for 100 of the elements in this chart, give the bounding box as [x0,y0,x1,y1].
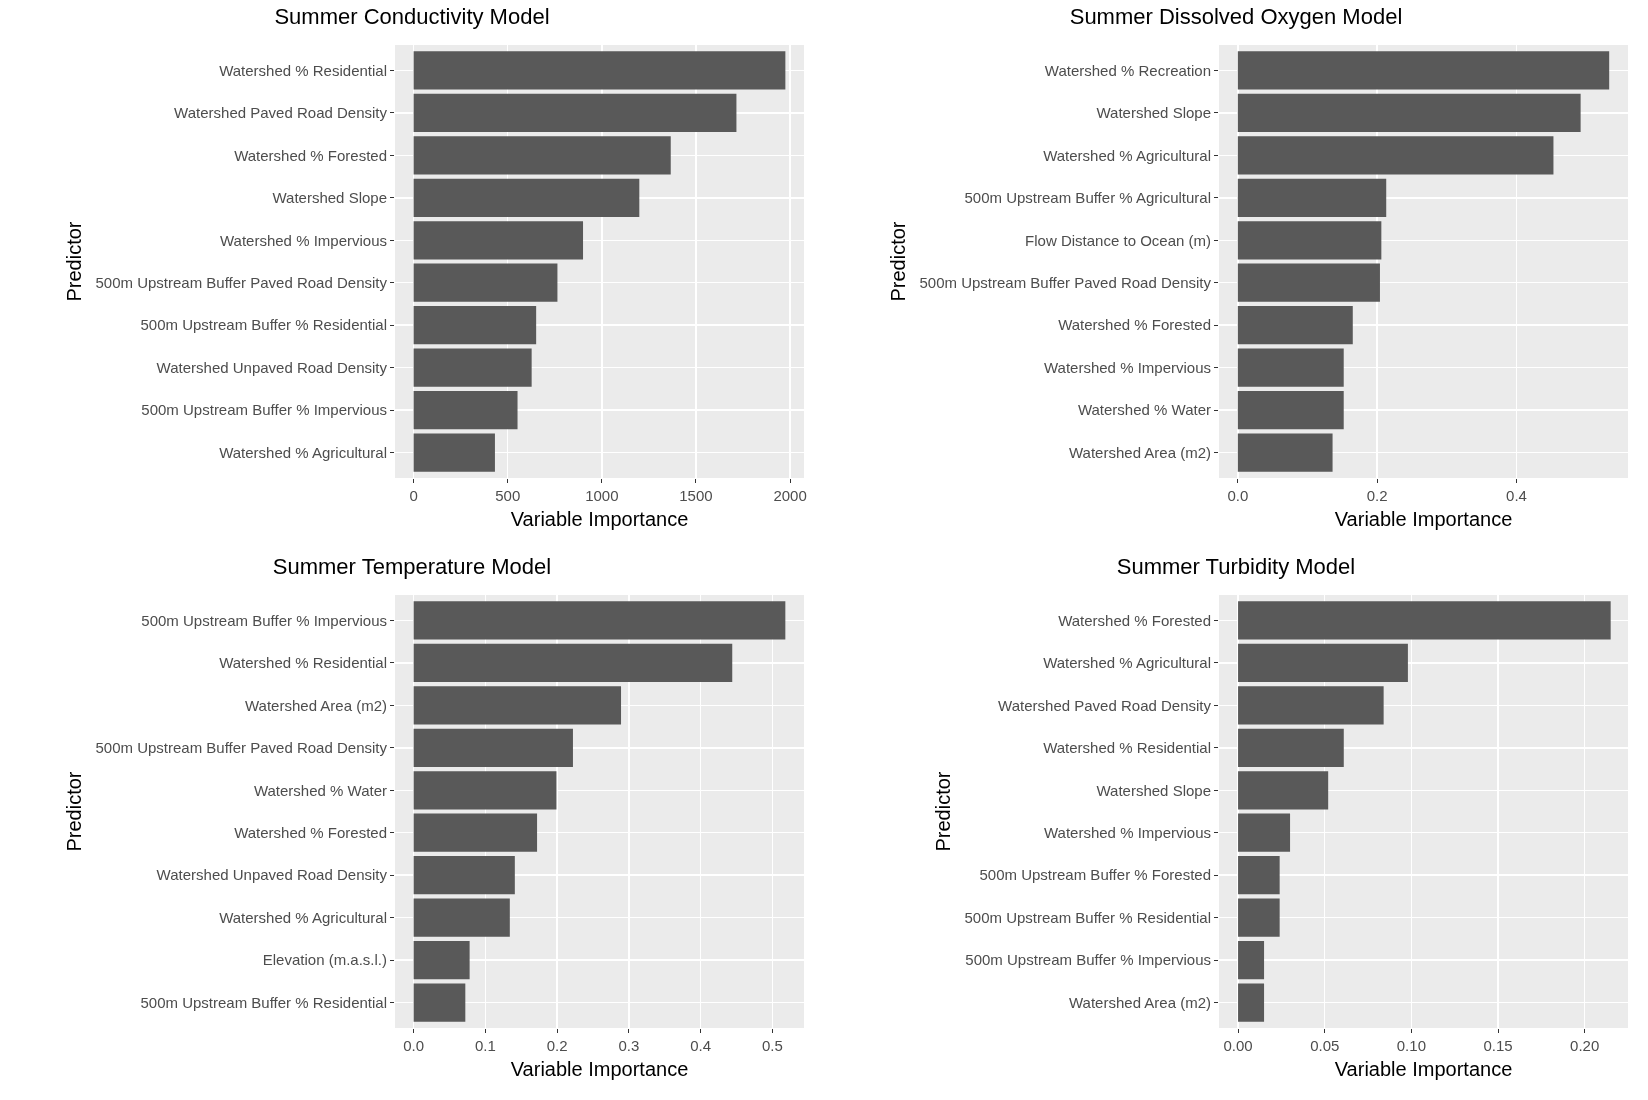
y-tick-label: Watershed % Residential [219,61,387,79]
y-tick-label: 500m Upstream Buffer % Impervious [965,951,1211,969]
y-tick-label: Watershed % Impervious [219,231,387,249]
bar [413,771,557,810]
chart-title: Summer Conductivity Model [274,3,550,29]
bar [413,306,537,345]
bar [1238,686,1384,725]
bar [413,898,510,937]
y-tick-label: Watershed Unpaved Road Density [156,358,388,376]
y-tick-label: Watershed % Agricultural [1043,146,1211,164]
bar [1237,390,1344,430]
y-tick-label: Watershed Area (m2) [1069,993,1211,1011]
y-tick-label: 500m Upstream Buffer Paved Road Density [919,273,1212,291]
x-tick-label: 0.05 [1310,1037,1340,1054]
bar [1237,306,1353,345]
x-tick-label: 0.10 [1396,1037,1426,1054]
chart-title: Summer Dissolved Oxygen Model [1069,3,1403,29]
y-tick-label: Watershed Paved Road Density [174,104,388,122]
y-tick-label: Watershed % Forested [234,823,387,841]
bar [1238,813,1291,852]
bar [1238,771,1329,810]
bar [413,93,737,133]
y-tick-label: Flow Distance to Ocean (m) [1025,231,1211,249]
y-tick-label: Elevation (m.a.s.l.) [262,951,387,969]
x-tick-label: 0.3 [618,1037,640,1054]
y-tick-label: Watershed % Impervious [1043,823,1211,841]
y-tick-label: 500m Upstream Buffer Paved Road Density [95,739,388,757]
x-axis-title: Variable Importance [510,507,689,530]
y-tick-label: Watershed % Agricultural [219,908,387,926]
y-tick-label: 500m Upstream Buffer % Agricultural [964,189,1211,207]
bar [413,940,470,980]
bar [1237,93,1581,133]
y-tick-label: 500m Upstream Buffer Paved Road Density [95,273,388,291]
x-tick-label: 0.1 [474,1037,496,1054]
x-tick-label: 0.4 [1506,487,1527,504]
x-axis-title: Variable Importance [510,1057,689,1080]
x-tick-label: 0 [409,487,418,504]
bar [413,643,733,683]
chart-title: Summer Temperature Model [272,553,552,579]
y-tick-label: 500m Upstream Buffer % Impervious [141,401,387,419]
x-tick-label: 500 [495,487,521,504]
bar [413,390,518,430]
x-tick-label: 0.5 [762,1037,783,1054]
y-tick-label: 500m Upstream Buffer % Residential [140,993,387,1011]
y-tick-label: Watershed % Residential [1043,739,1211,757]
x-tick-label: 0.00 [1223,1037,1253,1054]
bar [413,221,584,260]
bar [1238,643,1408,683]
y-tick-label: Watershed Slope [272,189,387,207]
y-tick-label: Watershed % Residential [219,654,387,672]
bar [413,263,558,302]
y-tick-label: Watershed Slope [1096,104,1211,122]
bar [1238,601,1611,640]
y-tick-label: Watershed Paved Road Density [998,696,1212,714]
y-tick-label: 500m Upstream Buffer % Impervious [141,611,387,629]
y-tick-label: Watershed % Forested [234,146,387,164]
y-axis-title: Predictor [62,771,85,852]
bar [413,686,622,725]
x-tick-label: 0.0 [1227,487,1249,504]
y-tick-label: Watershed % Forested [1058,611,1211,629]
y-axis-title: Predictor [886,221,909,302]
y-tick-label: 500m Upstream Buffer % Residential [140,316,387,334]
x-tick-label: 0.0 [403,1037,425,1054]
bar [413,348,532,387]
x-tick-label: 0.2 [546,1037,568,1054]
bar [413,983,466,1022]
y-tick-label: Watershed Area (m2) [1069,443,1211,461]
y-tick-label: Watershed % Agricultural [219,443,387,461]
bar [1237,178,1387,217]
bar [413,856,515,895]
x-tick-label: 1000 [585,487,619,504]
y-tick-label: Watershed % Agricultural [1043,654,1211,672]
y-tick-label: 500m Upstream Buffer % Forested [979,866,1211,884]
bar [1238,728,1344,767]
y-tick-label: Watershed % Recreation [1044,61,1211,79]
x-tick-label: 0.20 [1570,1037,1600,1054]
y-axis-title: Predictor [62,221,85,302]
bar [413,601,786,640]
x-tick-label: 1500 [679,487,713,504]
bar [1237,51,1610,90]
bar [413,813,538,852]
y-tick-label: 500m Upstream Buffer % Residential [964,908,1211,926]
y-tick-label: Watershed % Water [253,781,387,799]
x-tick-label: 2000 [773,487,807,504]
y-tick-label: Watershed Area (m2) [245,696,387,714]
x-tick-label: 0.4 [690,1037,712,1054]
y-axis-title: Predictor [931,771,954,852]
bar [1238,940,1265,980]
bar [413,51,786,90]
x-tick-label: 0.2 [1366,487,1388,504]
bar [1237,263,1380,302]
y-tick-label: Watershed % Impervious [1043,358,1211,376]
bar [1237,221,1382,260]
bar [1237,136,1554,175]
chart-title: Summer Turbidity Model [1116,553,1356,579]
y-tick-label: Watershed Slope [1096,781,1211,799]
bar [413,136,671,175]
y-tick-label: Watershed % Forested [1058,316,1211,334]
bar [413,433,495,472]
x-axis-title: Variable Importance [1334,1057,1513,1080]
